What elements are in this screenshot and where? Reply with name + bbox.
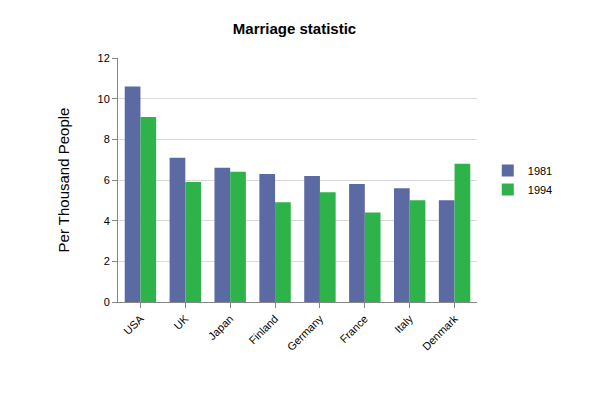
svg-text:Denmark: Denmark — [420, 312, 460, 352]
svg-text:12: 12 — [98, 52, 110, 64]
svg-text:4: 4 — [104, 215, 110, 227]
svg-text:Italy: Italy — [392, 312, 415, 335]
svg-text:UK: UK — [171, 312, 191, 332]
svg-text:Finland: Finland — [246, 313, 280, 347]
svg-text:Marriage statistic: Marriage statistic — [233, 20, 356, 37]
svg-text:Germany: Germany — [285, 312, 326, 353]
svg-text:Per Thousand People: Per Thousand People — [55, 108, 72, 253]
svg-text:8: 8 — [104, 133, 110, 145]
svg-text:2: 2 — [104, 255, 110, 267]
svg-text:1994: 1994 — [528, 184, 552, 196]
svg-text:USA: USA — [121, 312, 146, 337]
svg-text:1981: 1981 — [528, 165, 552, 177]
svg-text:Japan: Japan — [206, 313, 236, 343]
svg-text:France: France — [337, 313, 370, 346]
svg-text:10: 10 — [98, 93, 110, 105]
svg-text:6: 6 — [104, 174, 110, 186]
svg-text:0: 0 — [104, 296, 110, 308]
